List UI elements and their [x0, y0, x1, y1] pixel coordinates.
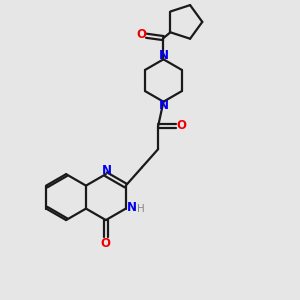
Text: O: O: [136, 28, 146, 41]
Text: N: N: [101, 164, 112, 177]
Text: O: O: [177, 119, 187, 132]
Text: O: O: [101, 236, 111, 250]
Text: H: H: [137, 204, 145, 214]
Text: N: N: [158, 99, 168, 112]
Text: N: N: [127, 201, 137, 214]
Text: N: N: [158, 49, 168, 62]
